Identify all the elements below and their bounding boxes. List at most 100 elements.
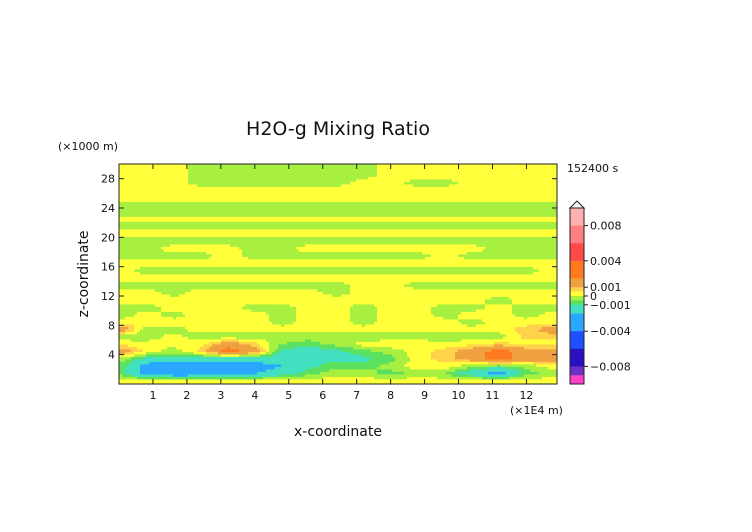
heatmap-cell	[518, 374, 522, 377]
heatmap-cell	[272, 339, 276, 342]
heatmap-cell	[431, 341, 435, 345]
heatmap-cell	[443, 356, 447, 360]
heatmap-cell	[125, 369, 129, 372]
heatmap-cell	[473, 351, 477, 355]
heatmap-cell	[290, 344, 294, 347]
heatmap-cell	[350, 309, 354, 312]
heatmap-cell	[440, 299, 444, 302]
heatmap-cell	[293, 324, 297, 327]
heatmap-cell	[293, 371, 297, 375]
heatmap-cell	[290, 356, 294, 360]
heatmap-cell	[491, 374, 495, 377]
heatmap-cell	[494, 356, 498, 360]
heatmap-cell	[395, 366, 399, 370]
heatmap-cell	[419, 344, 423, 347]
heatmap-cell	[143, 361, 147, 365]
heatmap-cell	[275, 334, 279, 337]
heatmap-cell	[299, 374, 303, 377]
heatmap-cell	[383, 321, 387, 325]
heatmap-cell	[521, 381, 525, 384]
heatmap-cell	[347, 314, 351, 317]
heatmap-cell	[263, 319, 267, 322]
heatmap-cell	[359, 329, 363, 332]
heatmap-cell	[536, 351, 540, 355]
heatmap-cell	[491, 339, 495, 342]
heatmap-cell	[350, 334, 354, 337]
heatmap-cell	[242, 371, 246, 375]
heatmap-cell	[524, 356, 528, 360]
heatmap-cell	[452, 356, 456, 360]
heatmap-cell	[446, 331, 450, 335]
heatmap-cell	[200, 339, 204, 342]
heatmap-cell	[407, 349, 411, 352]
heatmap-cell	[374, 309, 378, 312]
heatmap-cell	[419, 366, 423, 370]
heatmap-cell	[554, 364, 557, 367]
heatmap-cell	[275, 299, 279, 302]
heatmap-cell	[500, 366, 504, 370]
heatmap-cell	[338, 311, 342, 315]
heatmap-cell	[323, 344, 327, 347]
heatmap-cell	[125, 336, 129, 340]
heatmap-cell	[467, 351, 471, 355]
heatmap-cell	[200, 374, 204, 377]
heatmap-cell	[263, 331, 267, 335]
heatmap-cell	[227, 336, 231, 340]
heatmap-cell	[284, 344, 288, 347]
heatmap-cell	[245, 309, 249, 312]
heatmap-cell	[170, 304, 174, 307]
heatmap-cell	[476, 326, 480, 330]
heatmap-cell	[440, 311, 444, 315]
heatmap-cell	[473, 359, 477, 362]
heatmap-cell	[308, 339, 312, 342]
heatmap-cell	[296, 374, 300, 377]
heatmap-cell	[482, 309, 486, 312]
heatmap-cell	[416, 351, 420, 355]
heatmap-cell	[515, 374, 519, 377]
heatmap-cell	[194, 334, 198, 337]
heatmap-cell	[353, 346, 357, 350]
heatmap-cell	[239, 369, 243, 372]
heatmap-cell	[482, 299, 486, 302]
heatmap-cell	[446, 336, 450, 340]
heatmap-cell	[416, 326, 420, 330]
heatmap-cell	[365, 381, 369, 384]
heatmap-cell	[341, 299, 345, 302]
heatmap-cell	[521, 299, 525, 302]
heatmap-cell	[518, 341, 522, 345]
heatmap-cell	[239, 326, 243, 330]
heatmap-cell	[548, 341, 552, 345]
heatmap-cell	[434, 381, 438, 384]
heatmap-cell	[524, 371, 528, 375]
heatmap-cell	[269, 381, 273, 384]
heatmap-cell	[233, 309, 237, 312]
heatmap-cell	[539, 334, 543, 337]
heatmap-cell	[431, 324, 435, 327]
heatmap-cell	[230, 369, 234, 372]
heatmap-cell	[137, 311, 141, 315]
heatmap-cell	[140, 326, 144, 330]
heatmap-cell	[494, 311, 498, 315]
heatmap-cell	[545, 329, 549, 332]
heatmap-cell	[290, 359, 294, 362]
heatmap-cell	[179, 361, 183, 365]
heatmap-cell	[125, 349, 129, 352]
heatmap-cell	[425, 346, 429, 350]
heatmap-cell	[206, 324, 210, 327]
heatmap-cell	[470, 299, 474, 302]
heatmap-cell	[248, 374, 252, 377]
heatmap-cell	[176, 361, 180, 365]
heatmap-cell	[224, 366, 228, 370]
heatmap-cell	[182, 331, 186, 335]
heatmap-cell	[551, 309, 555, 312]
heatmap-cell	[479, 314, 483, 317]
heatmap-cell	[293, 316, 297, 320]
heatmap-cell	[515, 369, 519, 372]
heatmap-cell	[203, 364, 207, 367]
heatmap-cell	[386, 346, 390, 350]
heatmap-cell	[161, 329, 165, 332]
heatmap-cell	[308, 379, 312, 382]
heatmap-cell	[287, 359, 291, 362]
heatmap-cell	[479, 341, 483, 345]
heatmap-cell	[434, 339, 438, 342]
